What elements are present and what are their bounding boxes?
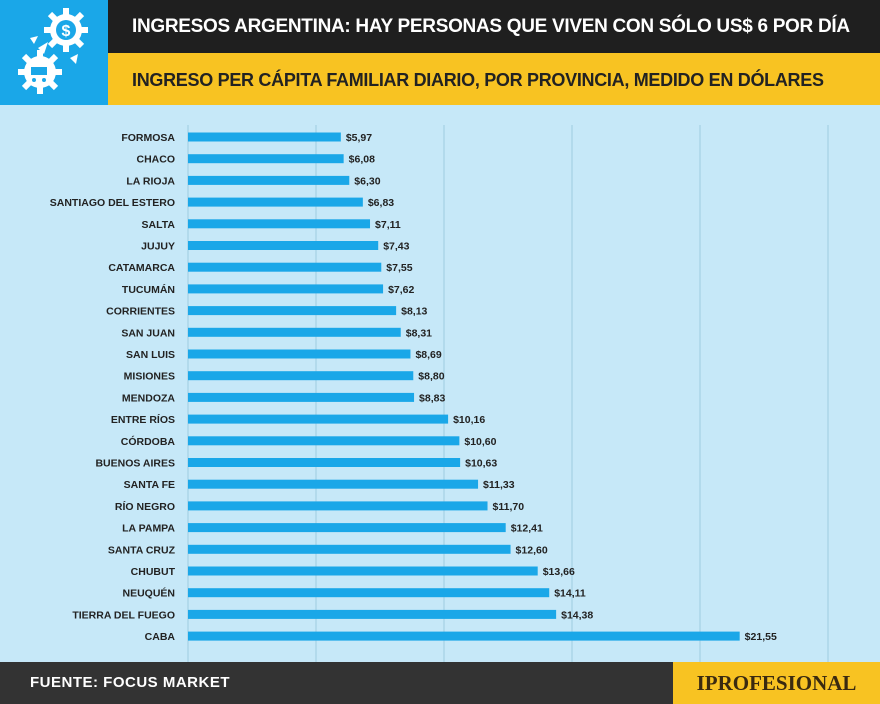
bar [188,631,740,641]
bar [188,327,401,337]
category-label: RÍO NEGRO [115,500,175,513]
gears-dollar-cart-icon: $ [18,8,88,94]
data-label: $21,55 [745,631,777,643]
category-label: CATAMARCA [108,262,175,274]
category-label: CHUBUT [131,566,176,578]
category-label: SALTA [142,219,176,231]
data-label: $6,83 [368,197,394,209]
svg-text:$: $ [62,23,71,40]
data-label: $6,08 [349,154,375,166]
category-label: SANTA CRUZ [108,544,176,556]
bar [188,219,371,229]
data-label: $8,80 [418,371,444,383]
category-label: JUJUY [141,241,175,253]
data-label: $7,11 [375,219,401,231]
data-label: $7,43 [383,241,409,253]
category-label: CORRIENTES [106,306,175,318]
bar [188,392,415,402]
data-label: $11,70 [493,501,525,513]
data-label: $8,83 [419,392,445,404]
bar [188,175,350,185]
bar [188,414,449,424]
bar [188,132,341,142]
data-label: $5,97 [346,132,372,144]
category-label: FORMOSA [121,132,175,144]
data-label: $12,60 [516,544,548,556]
bar [188,458,461,467]
data-label: $10,16 [453,414,485,426]
bar [188,436,460,446]
category-label: SAN LUIS [126,349,175,361]
data-label: $14,38 [561,609,593,621]
bar [188,349,411,359]
chart-subtitle: INGRESO PER CÁPITA FAMILIAR DIARIO, POR … [108,53,880,105]
bar [188,197,363,207]
data-label: $12,41 [511,523,543,535]
category-label: CÓRDOBA [121,435,176,448]
category-label: TIERRA DEL FUEGO [72,609,175,621]
bar [188,154,344,164]
category-label: NEUQUÉN [122,587,175,600]
bar [188,479,479,489]
data-label: $8,13 [401,306,427,318]
category-label: MISIONES [124,371,175,383]
data-label: $10,63 [465,458,497,470]
bar [188,544,511,554]
data-label: $7,62 [388,284,414,296]
footer: FUENTE: FOCUS MARKET IPROFESIONAL [0,662,880,704]
category-label: BUENOS AIRES [95,458,175,470]
category-label: SANTA FE [124,479,175,491]
category-label: SANTIAGO DEL ESTERO [50,197,175,209]
bar [188,284,384,294]
source-text: FUENTE: FOCUS MARKET [30,674,230,691]
category-label: CHACO [137,154,176,166]
category-label: SAN JUAN [121,327,175,339]
category-label: LA PAMPA [122,523,175,535]
bar [188,241,379,250]
data-label: $7,55 [386,262,412,274]
bar [188,588,550,598]
bar [188,566,538,576]
bar [188,523,506,533]
bar [188,501,488,511]
data-label: $8,69 [415,349,441,361]
category-label: ENTRE RÍOS [111,413,175,426]
bar-chart: FORMOSA $5,97 CHACO $6,08 LA RIOJA $6,30 SANTI… [50,125,829,662]
data-label: $11,33 [483,479,515,491]
brand-logo: IPROFESIONAL [673,662,880,704]
category-label: TUCUMÁN [122,283,175,296]
data-label: $6,30 [354,175,380,187]
chart-title: INGRESOS ARGENTINA: HAY PERSONAS QUE VIV… [108,0,880,53]
category-label: LA RIOJA [126,175,175,187]
logo: $ [0,0,108,105]
data-label: $10,60 [464,436,496,448]
category-label: CABA [145,631,176,643]
data-label: $14,11 [554,588,586,600]
data-label: $13,66 [543,566,575,578]
bar [188,371,414,381]
category-label: MENDOZA [122,392,175,404]
data-label: $8,31 [406,327,432,339]
bar [188,609,557,619]
bar [188,306,397,316]
bar [188,262,382,272]
